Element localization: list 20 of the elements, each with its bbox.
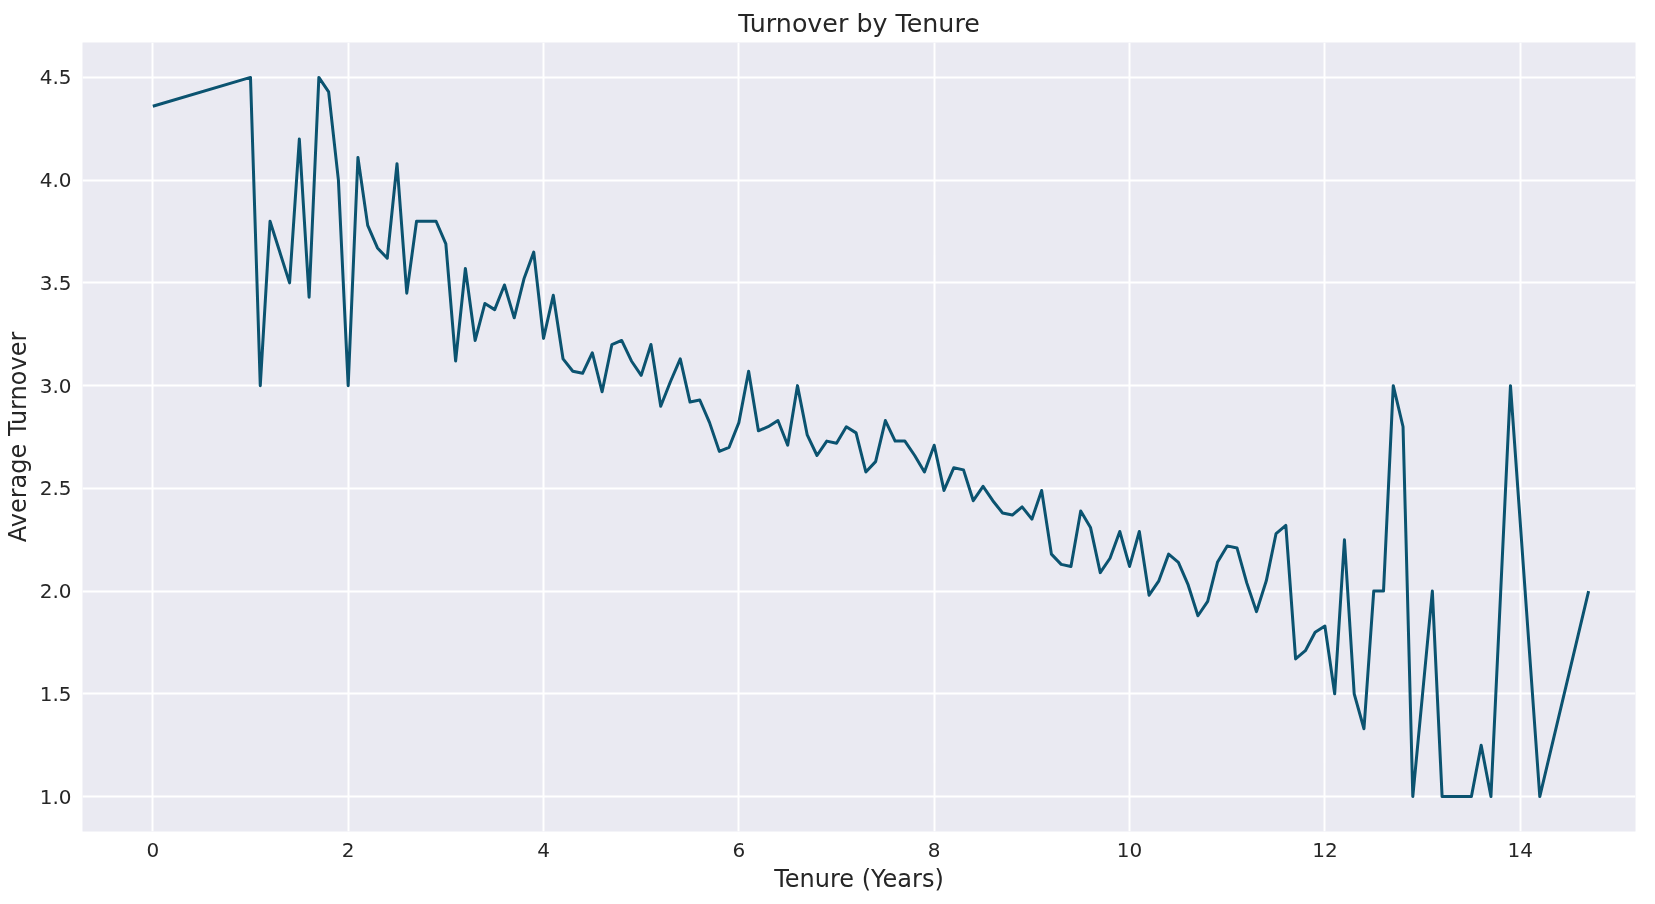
y-tick-label: 1.0	[39, 784, 72, 809]
x-tick-label: 0	[146, 837, 160, 862]
x-tick-label: 14	[1507, 837, 1533, 862]
x-axis-title: Tenure (Years)	[773, 864, 944, 893]
y-tick-label: 2.5	[39, 476, 72, 501]
y-tick-label: 3.5	[39, 270, 72, 295]
chart-title: Turnover by Tenure	[737, 7, 980, 38]
y-axis-title: Average Turnover	[3, 331, 32, 543]
y-tick-label: 4.5	[39, 65, 72, 90]
x-tick-label: 2	[341, 837, 355, 862]
y-tick-label: 4.0	[39, 168, 72, 193]
y-tick-label: 3.0	[39, 373, 72, 398]
x-tick-label: 10	[1116, 837, 1143, 862]
line-series	[151, 75, 1591, 799]
y-tick-label: 1.5	[39, 681, 72, 706]
x-tick-label: 8	[927, 837, 941, 862]
x-tick-label: 4	[537, 837, 550, 862]
x-tick-label: 12	[1312, 837, 1338, 862]
x-tick-label: 6	[732, 837, 746, 862]
y-tick-label: 2.0	[39, 579, 72, 604]
